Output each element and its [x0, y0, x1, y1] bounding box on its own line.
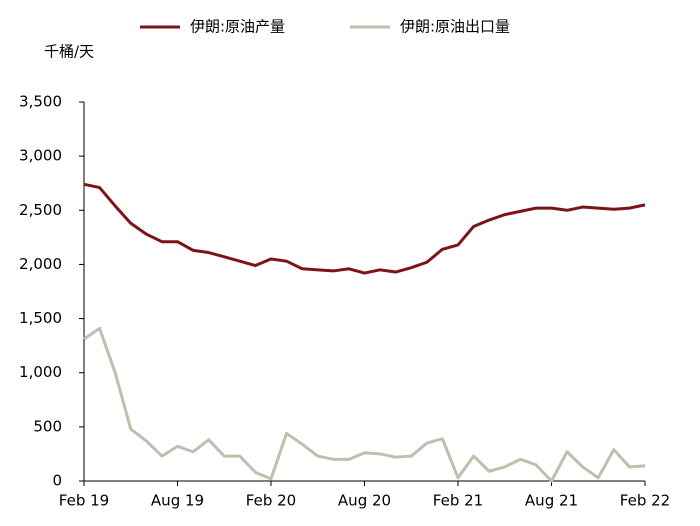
y-axis-unit: 千桶/天 [44, 43, 94, 61]
y-tick-label: 3,000 [19, 147, 62, 165]
y-tick-label: 2,500 [19, 201, 62, 219]
series-line [83, 326, 646, 483]
y-tick-label: 1,000 [19, 363, 62, 381]
x-tick-label: Feb 22 [620, 492, 670, 510]
x-tick-label: Aug 21 [525, 492, 578, 510]
y-tick-label: 2,000 [19, 255, 62, 273]
x-tick-label: Aug 19 [151, 492, 204, 510]
y-tick-label: 1,500 [19, 309, 62, 327]
x-tick-label: Feb 21 [433, 492, 483, 510]
legend-label: 伊朗:原油产量 [190, 18, 285, 36]
x-tick-label: Feb 20 [246, 492, 296, 510]
y-tick-label: 3,500 [19, 93, 62, 111]
series-line [83, 182, 646, 275]
y-tick-label: 500 [33, 417, 62, 435]
x-tick-label: Aug 20 [338, 492, 391, 510]
x-tick-label: Feb 19 [59, 492, 109, 510]
legend-label: 伊朗:原油出口量 [400, 18, 510, 36]
y-tick-label: 0 [52, 472, 62, 490]
